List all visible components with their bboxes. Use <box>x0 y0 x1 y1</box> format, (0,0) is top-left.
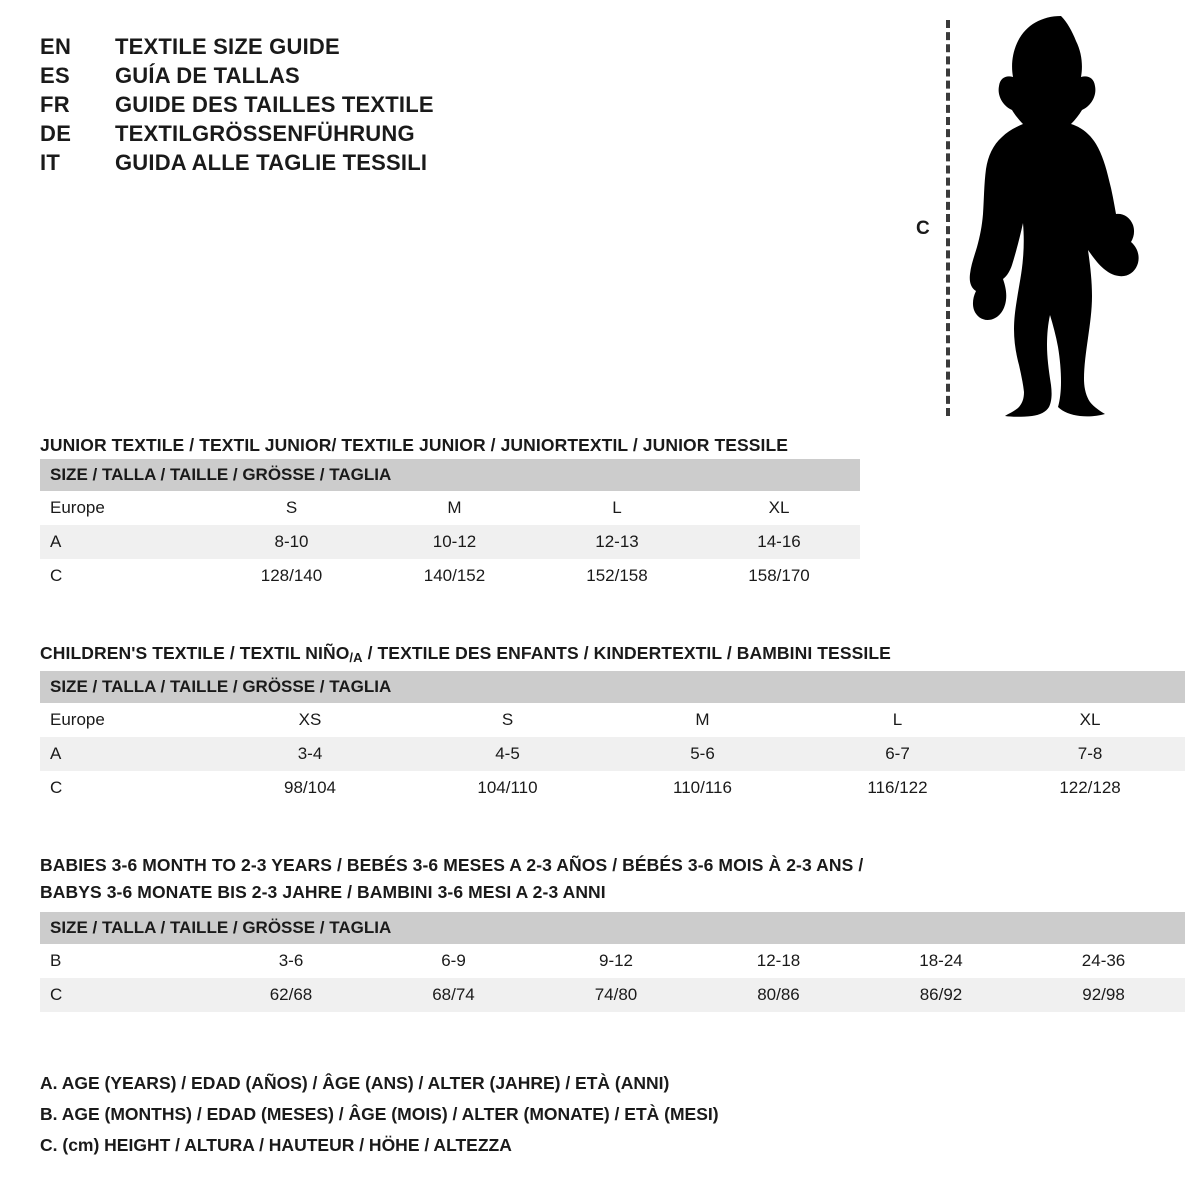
language-row: FR GUIDE DES TAILLES TEXTILE <box>40 92 560 121</box>
table-cell: XL <box>995 703 1186 737</box>
children-heading-main: CHILDREN'S TEXTILE / TEXTIL NIÑO <box>40 643 350 663</box>
table-row: A 8-10 10-12 12-13 14-16 <box>40 525 861 559</box>
language-title-es: GUÍA DE TALLAS <box>115 63 300 88</box>
table-cell: 18-24 <box>860 944 1022 978</box>
table-cell: S <box>210 491 373 525</box>
table-cell: 5-6 <box>605 737 800 771</box>
language-title-en: TEXTILE SIZE GUIDE <box>115 34 340 59</box>
table-row: C 128/140 140/152 152/158 158/170 <box>40 559 861 593</box>
table-cell: 14-16 <box>698 525 861 559</box>
table-cell: 6-9 <box>372 944 535 978</box>
legend-item-a: A. AGE (YEARS) / EDAD (AÑOS) / ÂGE (ANS)… <box>40 1073 670 1093</box>
row-label: A <box>40 525 210 559</box>
table-header-row: SIZE / TALLA / TAILLE / GRÖSSE / TAGLIA <box>40 459 861 491</box>
table-cell: 6-7 <box>800 737 995 771</box>
row-label: B <box>40 944 210 978</box>
junior-section-heading: JUNIOR TEXTILE / TEXTIL JUNIOR/ TEXTILE … <box>40 435 789 455</box>
language-title-list: EN TEXTILE SIZE GUIDE ES GUÍA DE TALLAS … <box>40 34 560 179</box>
height-measure-line <box>946 20 950 416</box>
table-row: Europe S M L XL <box>40 491 861 525</box>
legend-item-c: C. (cm) HEIGHT / ALTURA / HAUTEUR / HÖHE… <box>40 1135 512 1155</box>
children-table-header-label: SIZE / TALLA / TAILLE / GRÖSSE / TAGLIA <box>40 671 1186 703</box>
table-cell: XL <box>698 491 861 525</box>
table-cell: 8-10 <box>210 525 373 559</box>
table-cell: 116/122 <box>800 771 995 805</box>
table-cell: 12-18 <box>697 944 860 978</box>
table-cell: M <box>373 491 536 525</box>
language-row: EN TEXTILE SIZE GUIDE <box>40 34 560 63</box>
table-cell: L <box>800 703 995 737</box>
table-cell: 86/92 <box>860 978 1022 1012</box>
babies-table-header-label: SIZE / TALLA / TAILLE / GRÖSSE / TAGLIA <box>40 912 1186 944</box>
toddler-silhouette-icon <box>969 16 1139 417</box>
table-cell: 110/116 <box>605 771 800 805</box>
language-code-es: ES <box>40 63 70 88</box>
table-row: Europe XS S M L XL <box>40 703 1186 737</box>
table-cell: L <box>536 491 698 525</box>
table-cell: 7-8 <box>995 737 1186 771</box>
junior-table-header-label: SIZE / TALLA / TAILLE / GRÖSSE / TAGLIA <box>40 459 861 491</box>
measurement-legend: A. AGE (YEARS) / EDAD (AÑOS) / ÂGE (ANS)… <box>40 1068 940 1161</box>
table-cell: 80/86 <box>697 978 860 1012</box>
babies-section-heading-line1: BABIES 3-6 MONTH TO 2-3 YEARS / BEBÉS 3-… <box>40 855 864 875</box>
table-row: A 3-4 4-5 5-6 6-7 7-8 <box>40 737 1186 771</box>
language-row: IT GUIDA ALLE TAGLIE TESSILI <box>40 150 560 179</box>
section-children-textile: CHILDREN'S TEXTILE / TEXTIL NIÑO/A / TEX… <box>40 640 1186 805</box>
language-title-fr: GUIDE DES TAILLES TEXTILE <box>115 92 434 117</box>
legend-item-b: B. AGE (MONTHS) / EDAD (MESES) / ÂGE (MO… <box>40 1104 719 1124</box>
babies-section-heading-line2: BABYS 3-6 MONATE BIS 2-3 JAHRE / BAMBINI… <box>40 882 606 902</box>
table-cell: XS <box>210 703 410 737</box>
row-label: Europe <box>40 491 210 525</box>
height-illustration: C <box>900 0 1200 430</box>
row-label: C <box>40 559 210 593</box>
children-heading-rest: / TEXTILE DES ENFANTS / KINDERTEXTIL / B… <box>362 643 891 663</box>
table-cell: 98/104 <box>210 771 410 805</box>
language-code-it: IT <box>40 150 61 175</box>
babies-size-table: SIZE / TALLA / TAILLE / GRÖSSE / TAGLIA … <box>40 912 1186 1012</box>
children-heading-sub: /A <box>349 650 363 665</box>
table-cell: 3-4 <box>210 737 410 771</box>
table-cell: 12-13 <box>536 525 698 559</box>
junior-size-table: SIZE / TALLA / TAILLE / GRÖSSE / TAGLIA … <box>40 459 861 593</box>
language-row: ES GUÍA DE TALLAS <box>40 63 560 92</box>
children-size-table: SIZE / TALLA / TAILLE / GRÖSSE / TAGLIA … <box>40 671 1186 805</box>
table-cell: 9-12 <box>535 944 697 978</box>
language-code-de: DE <box>40 121 72 146</box>
table-cell: 128/140 <box>210 559 373 593</box>
row-label: A <box>40 737 210 771</box>
table-cell: 62/68 <box>210 978 372 1012</box>
language-title-it: GUIDA ALLE TAGLIE TESSILI <box>115 150 428 175</box>
table-cell: 4-5 <box>410 737 605 771</box>
row-label: Europe <box>40 703 210 737</box>
language-title-de: TEXTILGRÖSSENFÜHRUNG <box>115 121 415 146</box>
language-code-en: EN <box>40 34 72 59</box>
table-cell: 68/74 <box>372 978 535 1012</box>
table-cell: 140/152 <box>373 559 536 593</box>
table-cell: S <box>410 703 605 737</box>
section-junior-textile: JUNIOR TEXTILE / TEXTIL JUNIOR/ TEXTILE … <box>40 432 861 593</box>
table-row: C 62/68 68/74 74/80 80/86 86/92 92/98 <box>40 978 1186 1012</box>
table-cell: 92/98 <box>1022 978 1186 1012</box>
language-row: DE TEXTILGRÖSSENFÜHRUNG <box>40 121 560 150</box>
table-row: B 3-6 6-9 9-12 12-18 18-24 24-36 <box>40 944 1186 978</box>
table-cell: 104/110 <box>410 771 605 805</box>
children-section-heading: CHILDREN'S TEXTILE / TEXTIL NIÑO/A / TEX… <box>40 640 1185 671</box>
table-cell: 122/128 <box>995 771 1186 805</box>
row-label: C <box>40 771 210 805</box>
table-cell: 10-12 <box>373 525 536 559</box>
table-header-row: SIZE / TALLA / TAILLE / GRÖSSE / TAGLIA <box>40 671 1186 703</box>
table-cell: M <box>605 703 800 737</box>
height-measure-label: C <box>916 218 930 239</box>
table-cell: 152/158 <box>536 559 698 593</box>
section-babies-textile: BABIES 3-6 MONTH TO 2-3 YEARS / BEBÉS 3-… <box>40 852 1186 1012</box>
table-row: C 98/104 104/110 110/116 116/122 122/128 <box>40 771 1186 805</box>
table-header-row: SIZE / TALLA / TAILLE / GRÖSSE / TAGLIA <box>40 912 1186 944</box>
table-cell: 74/80 <box>535 978 697 1012</box>
language-code-fr: FR <box>40 92 70 117</box>
table-cell: 3-6 <box>210 944 372 978</box>
table-cell: 24-36 <box>1022 944 1186 978</box>
row-label: C <box>40 978 210 1012</box>
table-cell: 158/170 <box>698 559 861 593</box>
